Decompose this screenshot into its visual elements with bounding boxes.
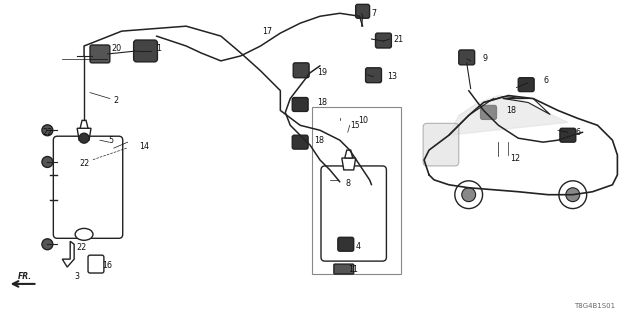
- Text: 17: 17: [262, 27, 273, 36]
- FancyBboxPatch shape: [90, 45, 110, 63]
- FancyBboxPatch shape: [292, 98, 308, 111]
- FancyBboxPatch shape: [459, 50, 475, 65]
- FancyBboxPatch shape: [365, 68, 381, 83]
- Polygon shape: [449, 96, 568, 135]
- Text: 18: 18: [506, 106, 516, 115]
- Text: 3: 3: [74, 272, 79, 282]
- Text: 12: 12: [510, 154, 520, 163]
- Text: 10: 10: [358, 116, 367, 125]
- Text: 8: 8: [346, 179, 351, 188]
- Text: 16: 16: [102, 260, 112, 269]
- FancyBboxPatch shape: [356, 4, 369, 18]
- Polygon shape: [345, 150, 353, 158]
- Circle shape: [461, 188, 476, 202]
- Text: 4: 4: [356, 242, 361, 251]
- FancyBboxPatch shape: [334, 264, 354, 274]
- Text: 14: 14: [140, 142, 150, 151]
- Text: 1: 1: [156, 44, 161, 53]
- FancyBboxPatch shape: [321, 166, 387, 261]
- Text: 21: 21: [394, 35, 403, 44]
- FancyBboxPatch shape: [134, 40, 157, 62]
- FancyBboxPatch shape: [423, 123, 459, 166]
- Circle shape: [559, 181, 587, 209]
- FancyBboxPatch shape: [518, 78, 534, 92]
- Text: 11: 11: [348, 265, 358, 274]
- Text: 6: 6: [576, 128, 580, 137]
- Text: 13: 13: [387, 72, 397, 81]
- Circle shape: [42, 156, 53, 167]
- Polygon shape: [342, 158, 356, 170]
- Text: 5: 5: [109, 136, 114, 145]
- FancyBboxPatch shape: [331, 171, 343, 185]
- Text: 9: 9: [483, 54, 488, 63]
- FancyBboxPatch shape: [376, 33, 392, 48]
- Text: 18: 18: [317, 98, 327, 107]
- Circle shape: [42, 239, 53, 250]
- Polygon shape: [62, 241, 74, 267]
- Text: 7: 7: [372, 9, 377, 18]
- Text: 2: 2: [114, 96, 119, 105]
- Text: FR.: FR.: [17, 272, 31, 281]
- Text: 22: 22: [79, 159, 90, 168]
- Text: T8G4B1S01: T8G4B1S01: [574, 303, 616, 309]
- Text: 15: 15: [349, 121, 360, 130]
- FancyBboxPatch shape: [88, 255, 104, 273]
- Text: 19: 19: [317, 68, 327, 77]
- FancyBboxPatch shape: [481, 106, 497, 119]
- Circle shape: [455, 181, 483, 209]
- Text: 6: 6: [543, 76, 548, 85]
- FancyBboxPatch shape: [53, 136, 123, 238]
- Circle shape: [42, 125, 53, 136]
- Circle shape: [79, 133, 89, 143]
- FancyBboxPatch shape: [293, 63, 309, 78]
- Polygon shape: [80, 120, 88, 128]
- FancyBboxPatch shape: [337, 111, 347, 123]
- Text: 18: 18: [314, 136, 324, 145]
- Text: 22: 22: [76, 243, 86, 252]
- Text: 20: 20: [112, 44, 122, 53]
- Circle shape: [566, 188, 580, 202]
- Text: 22: 22: [42, 128, 52, 137]
- FancyBboxPatch shape: [338, 237, 354, 251]
- Polygon shape: [77, 128, 91, 140]
- FancyBboxPatch shape: [292, 135, 308, 149]
- FancyBboxPatch shape: [312, 108, 401, 274]
- Ellipse shape: [75, 228, 93, 240]
- FancyBboxPatch shape: [560, 128, 576, 142]
